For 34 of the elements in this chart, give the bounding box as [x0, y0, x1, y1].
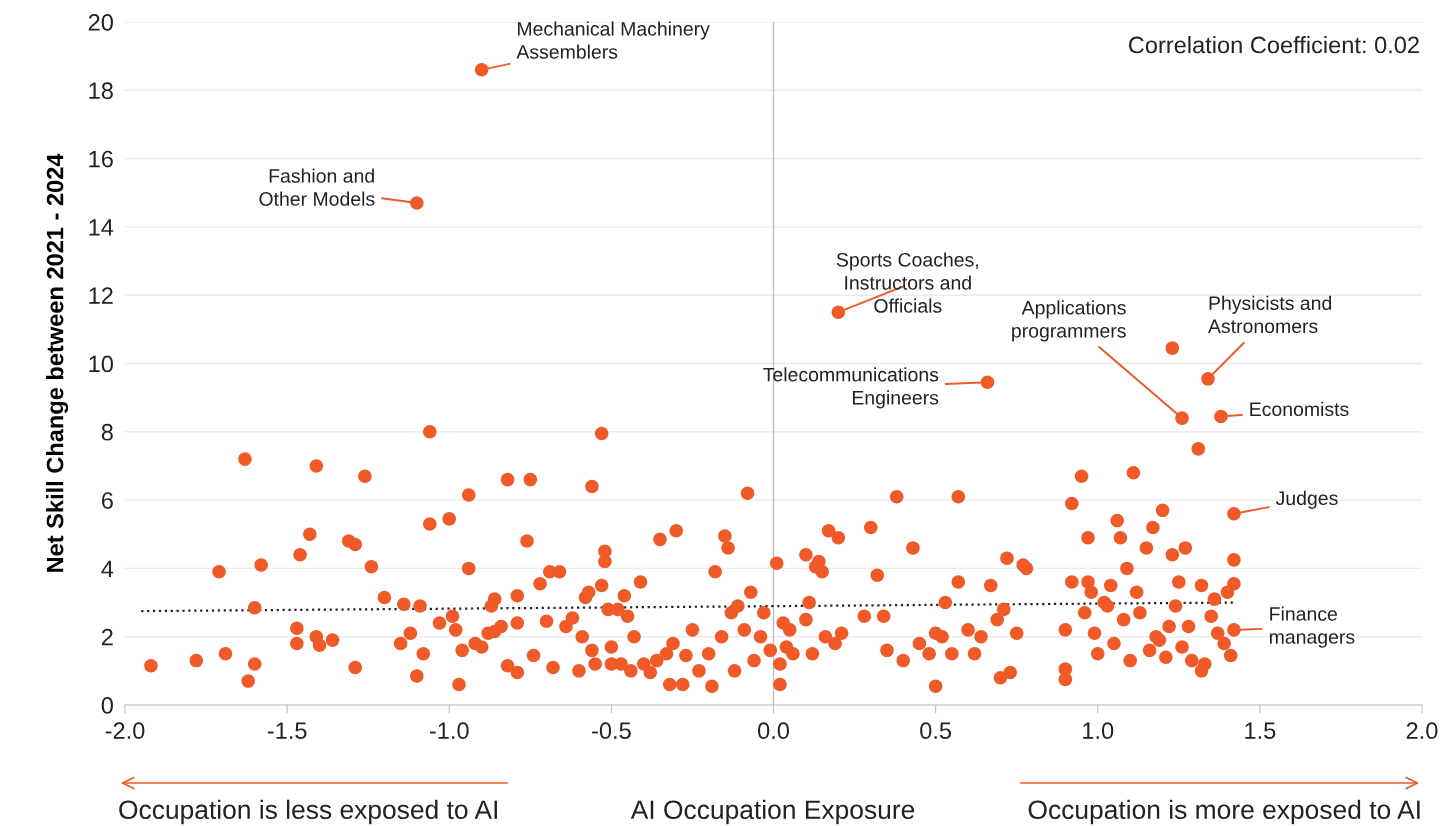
x-tick-label: -1.5: [267, 722, 307, 740]
y-tick-label: 4: [101, 560, 114, 577]
annotation: Mechanical Machinery Assemblers: [516, 21, 710, 59]
x-tick-label: 1.5: [1245, 722, 1276, 740]
y-tick-label: 12: [89, 287, 113, 304]
y-tick-label: 14: [89, 219, 114, 236]
x-axis-title: AI Occupation Exposure: [630, 799, 915, 825]
y-tick-label: 6: [101, 492, 113, 509]
x-tick-label: -1.0: [429, 722, 469, 740]
y-tick-label: 8: [101, 423, 113, 441]
x-tick-label: 0.5: [920, 722, 952, 740]
annotation: Fashion and Other Models: [259, 168, 375, 206]
y-tick-label: 16: [89, 150, 113, 168]
x-tick-label: 0.0: [758, 722, 789, 740]
y-tick-label: 20: [88, 14, 113, 31]
annotation: Telecommunications Engineers: [763, 367, 939, 409]
x-tick-label: 2.0: [1406, 722, 1438, 740]
y-tick-label: 18: [89, 82, 113, 100]
y-axis-title: Net Skill Change between 2021 - 2024: [46, 153, 69, 572]
x-tick-label: 1.0: [1083, 722, 1114, 740]
x-tick-label: -0.5: [592, 722, 631, 740]
annotation: Correlation Coefficient: 0.02: [1128, 36, 1419, 54]
annotation: Sports Coaches, Instructors and Officials: [836, 252, 978, 313]
text: Occupation is more exposed to AI: [1028, 799, 1420, 825]
y-tick-label: 10: [89, 355, 113, 373]
annotation: Applications programmers: [1012, 300, 1126, 342]
text: Occupation is less exposed to AI: [119, 799, 497, 825]
y-tick-label: 0: [101, 697, 113, 714]
x-tick-label: -2.0: [105, 722, 145, 740]
y-tick-label: 2: [101, 628, 113, 646]
annotation: Economists: [1250, 401, 1349, 417]
annotation: Finance managers: [1269, 606, 1355, 648]
annotation: Physicists and Astronomers: [1208, 295, 1332, 334]
annotation: Judges: [1275, 490, 1338, 509]
